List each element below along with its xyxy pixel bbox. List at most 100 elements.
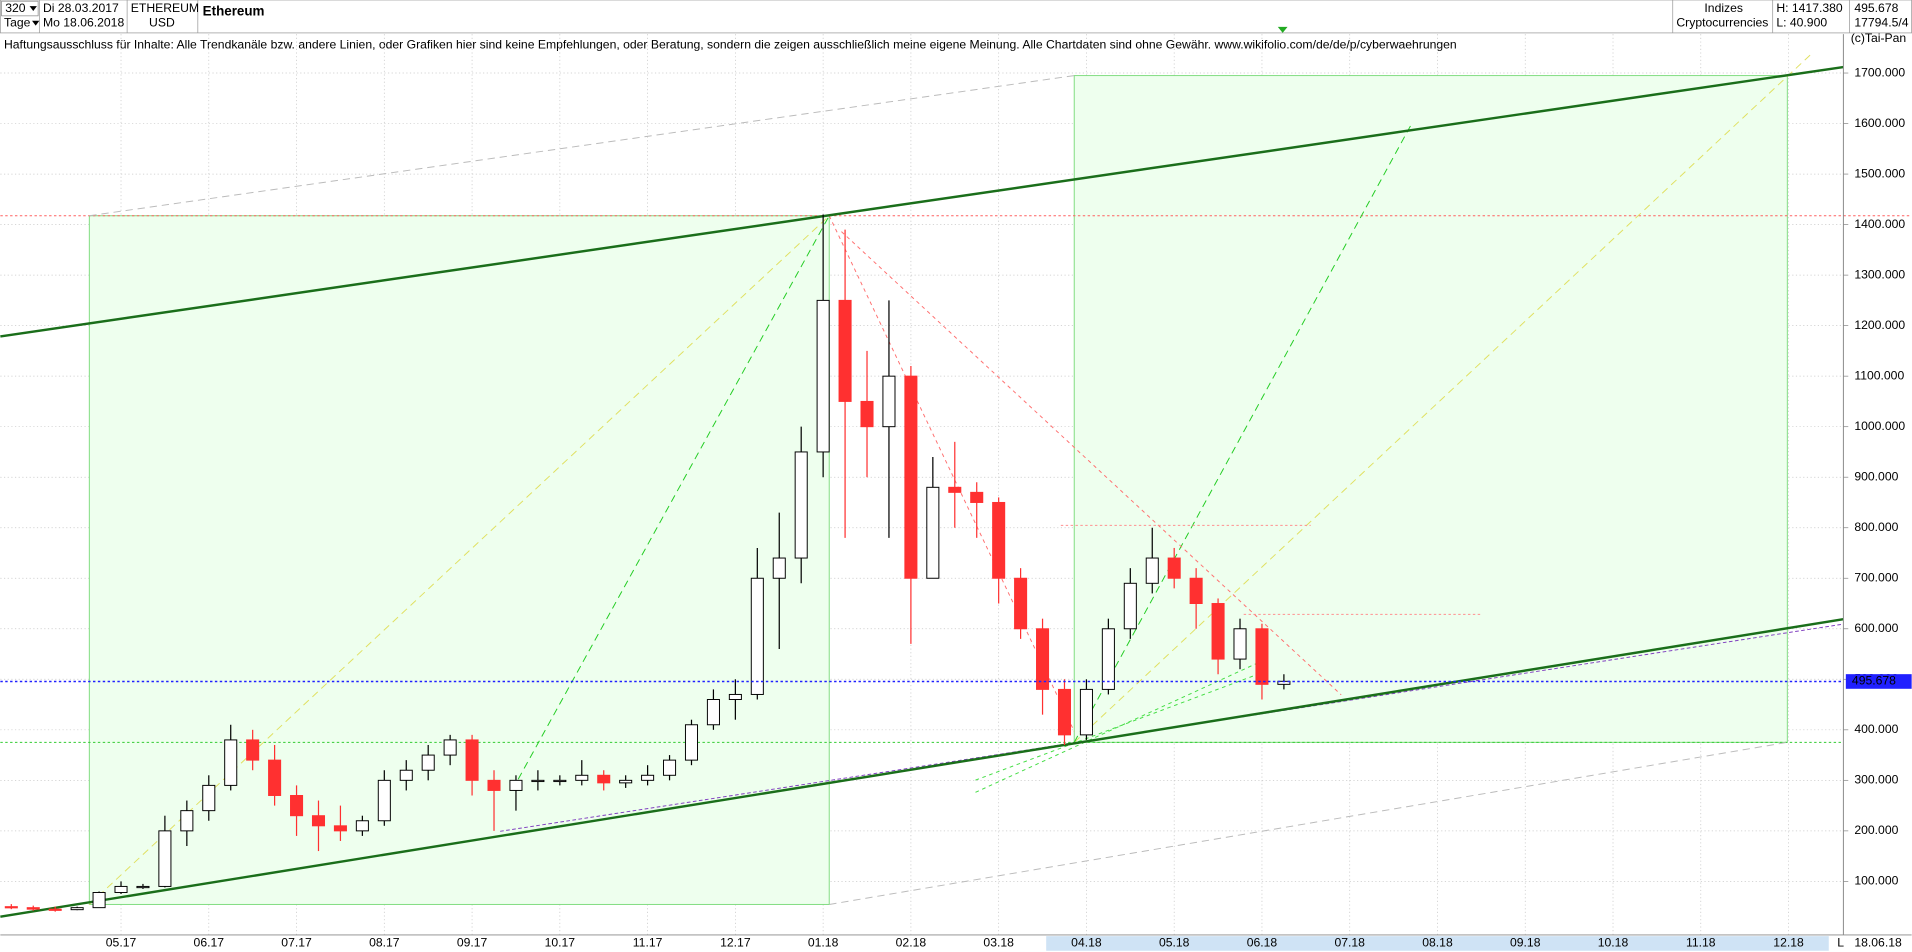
candle-body: [641, 774, 655, 781]
x-tick-label: 06.18: [1247, 936, 1278, 950]
copyright: (c)Tai-Pan: [1851, 31, 1906, 45]
x-tick-label: 08.17: [369, 936, 400, 950]
candle-body: [443, 739, 457, 756]
y-tick-label: 400.000: [1854, 722, 1898, 736]
fan-line: [975, 669, 1269, 781]
candle-body: [816, 299, 830, 453]
fan-line: [88, 215, 830, 905]
candle-body: [1036, 628, 1050, 690]
candle-body: [4, 906, 18, 909]
instrument-name: Ethereum: [203, 4, 265, 19]
last-price: 495.678: [1854, 1, 1898, 15]
period[interactable]: 320: [5, 1, 26, 15]
dropdown-arrow: [29, 6, 37, 11]
upper-channel: [0, 65, 1844, 338]
low-label: L: 40.900: [1776, 15, 1827, 29]
candle-body: [136, 885, 150, 889]
candle-body: [575, 774, 589, 781]
footer-date: 18.06.18: [1854, 936, 1902, 950]
x-tick-label: 01.18: [808, 936, 839, 950]
y-tick-label: 700.000: [1854, 570, 1898, 584]
candle-body: [487, 779, 501, 791]
x-tick-label: 02.18: [896, 936, 927, 950]
lower-channel: [0, 618, 1844, 918]
candle-body: [333, 825, 347, 832]
candle-body: [619, 779, 633, 784]
scroll-region[interactable]: [1046, 936, 1829, 951]
candle-body: [1145, 557, 1159, 584]
candle-body: [290, 795, 304, 817]
volume: 17794.5/4: [1854, 15, 1908, 29]
high-label: H: 1417.380: [1776, 1, 1843, 15]
y-tick-label: 1700.000: [1854, 65, 1905, 79]
candle-body: [70, 907, 84, 911]
y-tick-label: 1000.000: [1854, 419, 1905, 433]
y-tick-label: 1200.000: [1854, 318, 1905, 332]
candles: [4, 214, 1291, 912]
candle-body: [399, 769, 413, 781]
x-tick-label: 09.18: [1510, 936, 1541, 950]
down-line: [828, 215, 1075, 732]
candle-body: [421, 754, 435, 771]
x-tick-label: 03.18: [983, 936, 1014, 950]
x-tick-label: 04.18: [1071, 936, 1102, 950]
candle-body: [970, 491, 984, 503]
footer-mark: L: [1837, 936, 1844, 950]
x-tick-label: 05.18: [1159, 936, 1190, 950]
candle-body: [838, 299, 852, 402]
candle-body: [268, 759, 282, 796]
fan-line: [1073, 53, 1813, 743]
y-tick-label: 1300.000: [1854, 267, 1905, 281]
candle-body: [509, 779, 523, 791]
candle-body: [728, 693, 742, 700]
y-tick-label: 1600.000: [1854, 116, 1905, 130]
x-tick-label: 11.17: [633, 936, 663, 950]
start-date: Di 28.03.2017: [43, 1, 119, 15]
header: 320 Tage Di 28.03.2017 Mo 18.06.2018 ETH…: [0, 0, 1912, 34]
candle-body: [882, 375, 896, 428]
unit[interactable]: Tage: [4, 15, 31, 29]
y-tick-label: 1500.000: [1854, 166, 1905, 180]
candle-body: [553, 779, 567, 783]
overlays: [0, 53, 1912, 918]
y-tick-label: 900.000: [1854, 469, 1898, 483]
candle-body: [224, 739, 238, 786]
candle-body: [355, 820, 369, 832]
candle-body: [992, 501, 1006, 579]
last-price-label: 495.678: [1852, 674, 1896, 688]
x-tick-label: 10.18: [1598, 936, 1629, 950]
y-tick-label: 600.000: [1854, 621, 1898, 635]
candle-body: [202, 784, 216, 812]
candle-body: [1189, 577, 1203, 604]
x-tick-label: 07.18: [1334, 936, 1365, 950]
x-tick-label: 12.17: [720, 936, 751, 950]
candle-body: [1211, 603, 1225, 660]
y-tick-label: 1400.000: [1854, 217, 1905, 231]
candle-body: [1014, 577, 1028, 630]
dropdown-arrow: [32, 20, 40, 26]
candle-body: [1167, 557, 1181, 579]
guide-line: [829, 741, 1788, 905]
candle-body: [377, 779, 391, 822]
candle-body: [1255, 628, 1269, 685]
candle-body: [794, 451, 808, 559]
y-tick-label: 200.000: [1854, 823, 1898, 837]
x-tick-label: 07.17: [281, 936, 312, 950]
candle-body: [180, 810, 194, 832]
last-price-box: [1845, 674, 1912, 689]
candle-body: [26, 907, 40, 910]
candle-body: [48, 908, 62, 911]
x-tick-label: 11.18: [1686, 936, 1716, 950]
candle-body: [1233, 628, 1247, 660]
y-tick-label: 100.000: [1854, 874, 1898, 888]
marker: [1277, 26, 1288, 33]
candle-body: [246, 739, 260, 761]
x-tick-label: 10.17: [545, 936, 576, 950]
candle-body: [1057, 688, 1072, 736]
period-box[interactable]: [1, 0, 39, 17]
x-tick-label: 09.17: [457, 936, 488, 950]
candle-body: [684, 724, 699, 761]
x-tick-label: 06.17: [194, 936, 225, 950]
